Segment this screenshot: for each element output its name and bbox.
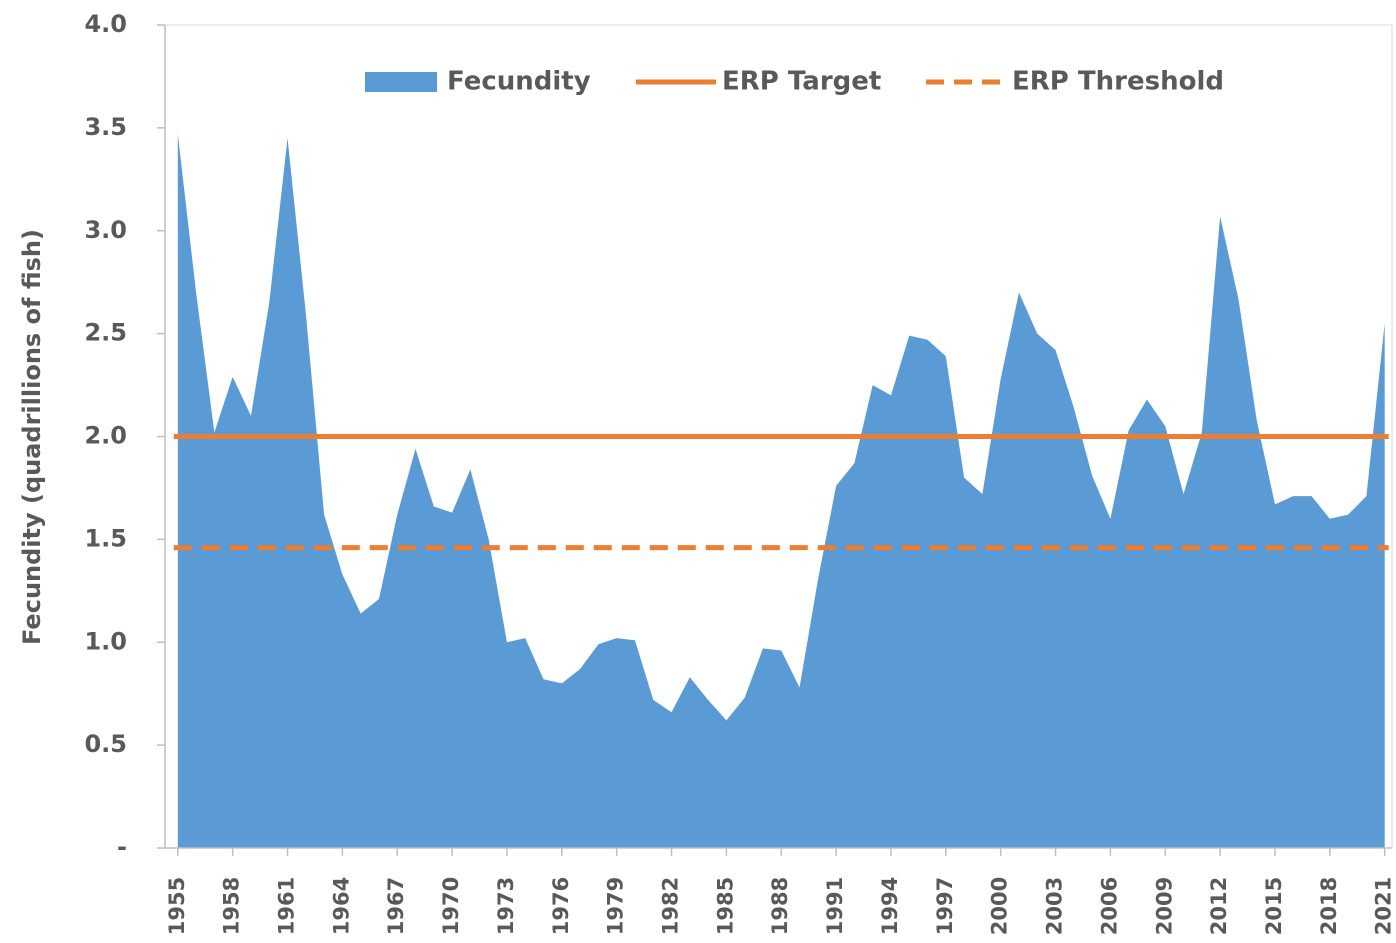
x-tick-label: 1985 (713, 877, 737, 935)
area (177, 134, 1385, 849)
x-tick-label: 1967 (384, 877, 408, 935)
x-tick-label: 1970 (439, 877, 463, 935)
x-tick-label: 1973 (494, 877, 518, 935)
y-tick-label: 2.5 (84, 319, 127, 347)
x-tick-label: 1988 (768, 877, 792, 935)
y-tick-label: 1.0 (84, 627, 127, 655)
y-tick-label: - (117, 833, 127, 861)
x-tick-label: 1964 (329, 877, 353, 935)
x-tick-label: 1955 (165, 877, 189, 935)
y-tick-label: 0.5 (84, 730, 127, 758)
legend-label: Fecundity (447, 67, 591, 97)
x-tick-label: 2003 (1043, 877, 1067, 935)
x-tick-label: 1958 (220, 877, 244, 935)
x-tick-label: 2006 (1097, 877, 1121, 935)
y-tick-label: 4.0 (84, 10, 127, 38)
y-tick-label: 3.0 (84, 216, 127, 244)
x-tick-label: 2012 (1207, 877, 1231, 935)
x-tick-label: 1991 (823, 877, 847, 935)
y-axis-label: Fecundity (quadrillions of fish) (18, 229, 46, 645)
x-tick-label: 2000 (988, 877, 1012, 935)
legend-swatch (365, 72, 437, 92)
x-tick-label: 2015 (1262, 877, 1286, 935)
y-tick-label: 1.5 (84, 524, 127, 552)
x-tick-label: 2021 (1372, 877, 1396, 935)
x-tick-label: 1961 (275, 877, 299, 935)
x-tick-label: 2009 (1152, 877, 1176, 935)
legend-label: ERP Threshold (1012, 67, 1224, 97)
x-tick-label: 1979 (604, 877, 628, 935)
legend-label: ERP Target (722, 67, 881, 97)
y-tick-label: 2.0 (84, 422, 127, 450)
x-tick-label: 2018 (1317, 877, 1341, 935)
x-tick-label: 1976 (549, 877, 573, 935)
x-tick-label: 1994 (878, 877, 902, 935)
x-tick-label: 1982 (659, 877, 683, 935)
y-tick-label: 3.5 (84, 113, 127, 141)
x-tick-label: 1997 (933, 877, 957, 935)
